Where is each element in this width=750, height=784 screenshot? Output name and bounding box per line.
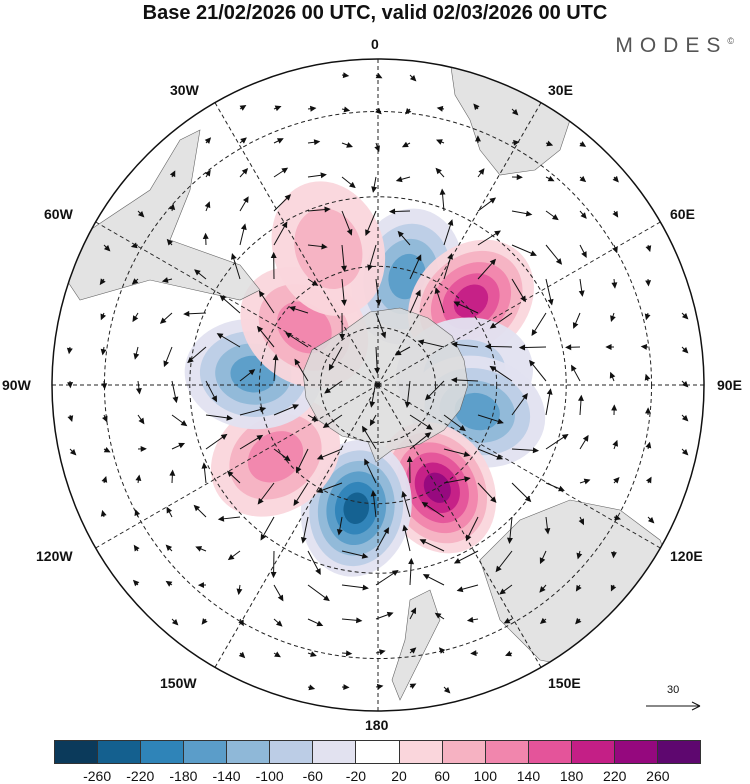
colorbar-swatch — [227, 741, 270, 763]
colorbar-tick-label: -220 — [126, 768, 154, 784]
colorbar-swatch — [270, 741, 313, 763]
lon-label-150w: 150W — [160, 675, 197, 691]
colorbar — [54, 740, 701, 764]
colorbar-tick-label: -100 — [256, 768, 284, 784]
colorbar-swatch — [658, 741, 700, 763]
colorbar-swatch — [572, 741, 615, 763]
lon-label-90e: 90E — [717, 377, 742, 393]
south-pole-marker — [376, 383, 381, 388]
colorbar-tick-label: -60 — [303, 768, 323, 784]
colorbar-swatch — [184, 741, 227, 763]
colorbar-tick-label: 220 — [603, 768, 626, 784]
colorbar-tick-label: -20 — [346, 768, 366, 784]
colorbar-swatch — [356, 741, 399, 763]
colorbar-swatch — [313, 741, 356, 763]
colorbar-tick-label: 20 — [391, 768, 407, 784]
colorbar-tick-label: -260 — [83, 768, 111, 784]
colorbar-tick-label: -180 — [169, 768, 197, 784]
colorbar-tick-label: 140 — [517, 768, 540, 784]
lon-label-30e: 30E — [548, 82, 573, 98]
reference-vector-value: 30 — [667, 684, 679, 696]
lon-label-120e: 120E — [670, 548, 703, 564]
colorbar-swatch — [98, 741, 141, 763]
colorbar-swatch — [486, 741, 529, 763]
lon-label-120w: 120W — [36, 548, 73, 564]
colorbar-ticks: -260 -220 -180 -140 -100 -60 -20 20 60 100 140 180 2… — [54, 768, 701, 783]
lon-label-60e: 60E — [670, 206, 695, 222]
colorbar-swatch — [615, 741, 658, 763]
lon-label-60w: 60W — [44, 206, 73, 222]
polar-map — [0, 0, 750, 740]
colorbar-swatch — [529, 741, 572, 763]
lon-label-0: 0 — [371, 36, 379, 52]
lon-label-30w: 30W — [170, 82, 199, 98]
colorbar-swatch — [400, 741, 443, 763]
colorbar-tick-label: 100 — [474, 768, 497, 784]
colorbar-swatch — [55, 741, 98, 763]
colorbar-tick-label: 60 — [434, 768, 450, 784]
colorbar-tick-label: 180 — [560, 768, 583, 784]
colorbar-tick-label: 260 — [646, 768, 669, 784]
colorbar-swatch — [141, 741, 184, 763]
lon-label-90w: 90W — [2, 377, 31, 393]
colorbar-tick-label: -140 — [213, 768, 241, 784]
lon-label-180: 180 — [365, 717, 388, 733]
reference-vector — [646, 702, 700, 710]
colorbar-swatch — [443, 741, 486, 763]
lon-label-150e: 150E — [548, 675, 581, 691]
